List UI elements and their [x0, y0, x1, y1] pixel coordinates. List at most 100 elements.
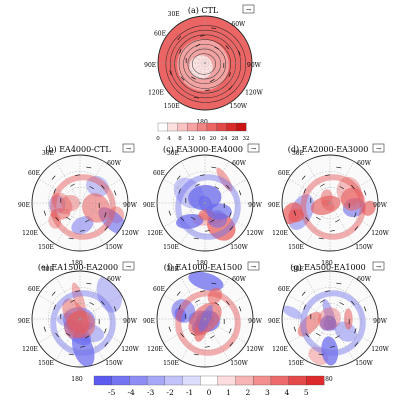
vector-arrow — [226, 300, 230, 306]
vector-arrow — [53, 188, 56, 194]
vector-arrow — [238, 190, 242, 196]
longitude-label: 90W — [248, 318, 263, 325]
longitude-label: 90W — [123, 202, 138, 209]
vector-arrow — [195, 183, 200, 187]
vector-arrow — [303, 304, 306, 310]
wind-vectors — [43, 166, 117, 240]
vector-arrow — [75, 174, 81, 176]
colorbar-swatch — [206, 122, 218, 132]
polar-grid — [282, 271, 378, 367]
longitude-label: 120E — [147, 346, 163, 353]
vector-arrow — [68, 237, 74, 240]
colorbar-swatch — [235, 375, 254, 386]
vector-arrow — [104, 212, 107, 218]
panel-title: (g) EA500-EA1000 — [290, 263, 365, 272]
vector-arrow — [204, 230, 210, 232]
vector-arrow — [179, 48, 182, 54]
vector-arrow — [195, 43, 201, 48]
contour-line — [165, 25, 247, 103]
contour-line — [169, 29, 242, 99]
vector-arrow — [351, 184, 355, 190]
colorbar-tick-label: 8 — [178, 136, 182, 142]
colorbar-swatch — [93, 375, 113, 386]
ring-anomaly — [175, 290, 241, 356]
positive-anomaly — [288, 208, 304, 223]
colorbar-swatch — [177, 122, 188, 132]
vector-arrow — [293, 210, 297, 216]
vector-arrow — [176, 291, 181, 296]
vector-arrow — [200, 174, 206, 176]
vector-arrow — [229, 212, 232, 218]
longitude-label: 120E — [22, 230, 38, 237]
vector-arrow — [104, 328, 107, 334]
colorbar-tick-label: 28 — [232, 136, 239, 142]
vector-arrow — [193, 96, 199, 99]
longitude-label: 30E — [168, 11, 180, 18]
vector-arrow — [65, 216, 71, 220]
longitude-label: 30E — [292, 150, 304, 157]
longitude-label: 150E — [288, 360, 304, 367]
polar-grid — [282, 155, 378, 251]
longitude-label: 90W — [248, 202, 263, 209]
longitude-label: 90E — [268, 318, 280, 325]
wind-vectors — [43, 282, 117, 356]
vector-arrow — [70, 183, 75, 187]
negative-anomaly — [322, 298, 337, 331]
vector-arrow — [318, 353, 324, 356]
longitude-label: 60W — [232, 276, 247, 283]
vector-arrow — [225, 45, 230, 50]
longitude-label: 150E — [288, 244, 304, 251]
vector-arrow — [169, 70, 172, 76]
vector-arrow — [180, 76, 185, 81]
polar-grid — [158, 16, 252, 110]
vector-arrow — [336, 166, 342, 169]
longitude-label: 150W — [355, 360, 373, 367]
longitude-label: 90E — [143, 318, 155, 325]
colorbar-swatch — [236, 122, 247, 132]
vector-arrow — [70, 299, 75, 303]
longitude-label: 60W — [231, 21, 246, 28]
longitude-label: 60E — [28, 286, 40, 293]
longitude-label: 150E — [164, 103, 180, 110]
reference-vector-arrow: → — [251, 264, 256, 271]
vector-arrow — [209, 78, 215, 83]
panel-0: (a) CTL → 30E 60W 60E 90W 90E 120W 120E 150W 150E 1… — [144, 4, 264, 126]
vector-arrow — [354, 226, 359, 231]
panel-5: (f) EA1000-EA1500 → 30E 60W 60E 90W 90E 120W 120… — [143, 261, 265, 383]
colorbar-swatch — [200, 375, 219, 386]
colorbar-tick-label: 0 — [207, 388, 212, 397]
vector-arrow — [329, 346, 335, 348]
vector-arrow — [354, 212, 357, 218]
vector-arrow — [104, 342, 109, 347]
longitude-label: 60E — [153, 286, 165, 293]
vector-arrow — [180, 216, 184, 222]
longitude-label: 90E — [18, 318, 30, 325]
contour-line — [191, 53, 217, 75]
vector-arrow — [303, 188, 306, 194]
vector-arrow — [113, 306, 117, 312]
longitude-label: 30E — [292, 266, 304, 273]
shaded-field — [158, 16, 252, 110]
vector-arrow — [193, 353, 199, 356]
vector-arrow — [191, 76, 196, 80]
colorbar-tick-label: -3 — [147, 388, 155, 397]
negative-anomaly — [175, 213, 204, 229]
colorbar-tick-label: 32 — [243, 136, 250, 142]
vector-arrow — [193, 237, 199, 240]
difference-colorbar: -5 -4 -3 -2 -1 0 1 2 3 4 5 — [93, 375, 325, 397]
vector-arrow — [176, 175, 181, 180]
panel-title: (f) EA1000-EA1500 — [164, 263, 242, 272]
vector-arrow — [229, 328, 232, 334]
longitude-label: 120E — [272, 230, 288, 237]
colorbar-swatch — [187, 122, 198, 132]
colorbar-swatch — [253, 375, 272, 386]
vector-arrow — [339, 302, 345, 306]
colorbar-swatch — [270, 375, 289, 386]
vector-arrow — [363, 190, 367, 196]
longitude-label: 150E — [163, 360, 179, 367]
polar-grid — [157, 155, 253, 251]
longitude-label: 150W — [355, 244, 373, 251]
vector-arrow — [86, 166, 92, 169]
positive-anomaly — [310, 195, 341, 216]
positive-anomaly — [216, 167, 233, 192]
